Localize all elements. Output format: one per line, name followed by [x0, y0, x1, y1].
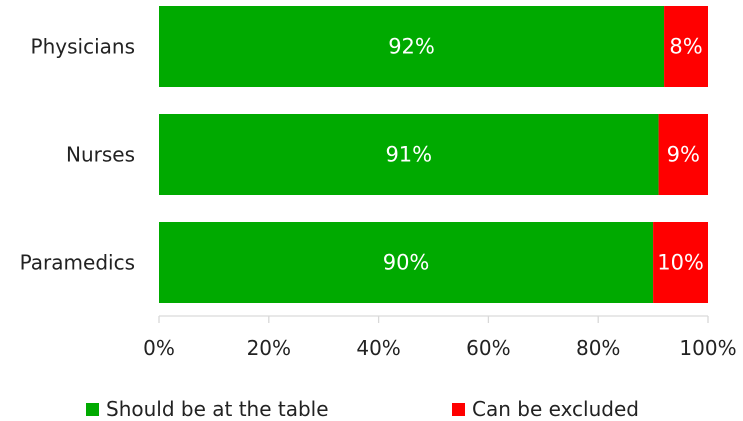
data-label-physicians-should-be-at-the-table: 92% [388, 35, 435, 59]
x-tick-label: 0% [143, 336, 175, 360]
data-label-nurses-can-be-excluded: 9% [667, 143, 700, 167]
data-label-physicians-can-be-excluded: 8% [669, 35, 702, 59]
x-tick-label: 40% [356, 336, 400, 360]
bar-physicians-can-be-excluded [664, 6, 708, 87]
legend-swatch-should-be-at-the-table [86, 403, 99, 416]
x-tick-label: 20% [247, 336, 291, 360]
data-label-paramedics-can-be-excluded: 10% [657, 251, 704, 275]
legend-swatch-can-be-excluded [452, 403, 465, 416]
bar-nurses-can-be-excluded [658, 114, 708, 195]
category-labels: Physicians Nurses Paramedics [20, 35, 135, 275]
bar-physicians-should-be-at-the-table [159, 6, 665, 87]
data-label-nurses-should-be-at-the-table: 91% [385, 143, 432, 167]
x-tick-label: 80% [576, 336, 620, 360]
bar-paramedics-can-be-excluded [653, 222, 708, 303]
x-tick-label: 60% [466, 336, 510, 360]
category-label-paramedics: Paramedics [20, 251, 135, 275]
category-label-nurses: Nurses [66, 143, 135, 167]
bars-group: 92% 8% 91% 9% 90% 10% [159, 6, 708, 303]
legend-label-should-be-at-the-table: Should be at the table [106, 397, 329, 421]
data-label-paramedics-should-be-at-the-table: 90% [383, 251, 430, 275]
x-tick-label: 100% [679, 336, 736, 360]
bar-nurses-should-be-at-the-table [159, 114, 659, 195]
category-label-physicians: Physicians [31, 35, 135, 59]
legend-label-can-be-excluded: Can be excluded [472, 397, 639, 421]
legend: Should be at the table Can be excluded [86, 397, 639, 421]
bar-paramedics-should-be-at-the-table [159, 222, 654, 303]
x-axis: 0% 20% 40% 60% 80% 100% [143, 315, 737, 360]
